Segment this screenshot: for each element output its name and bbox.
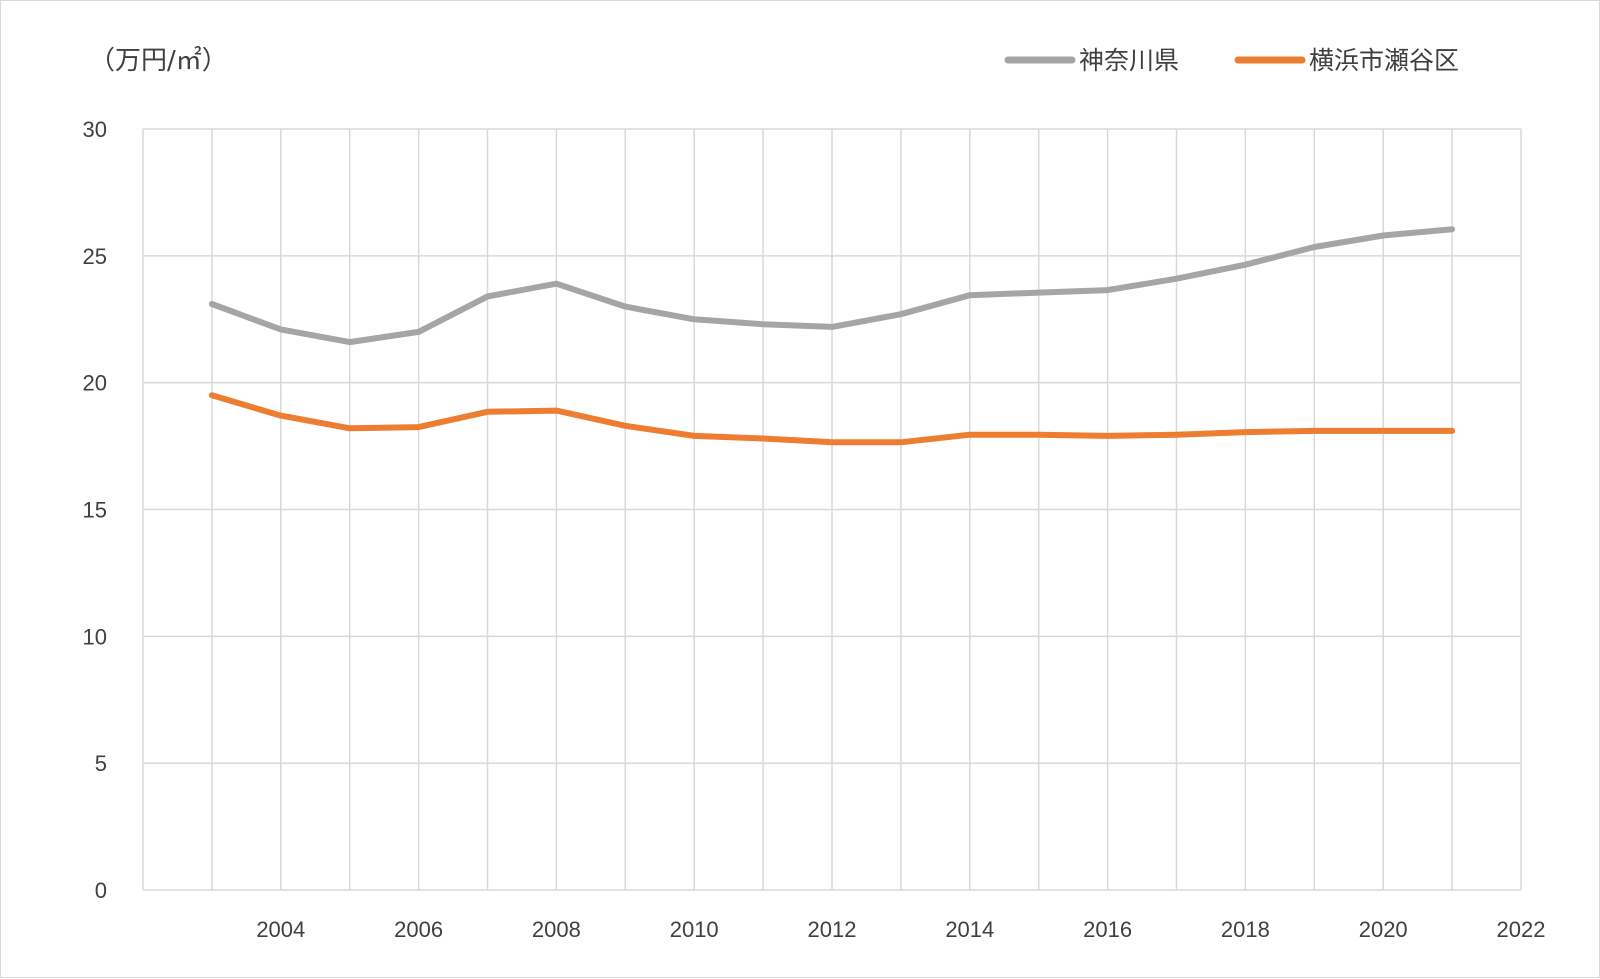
y-tick-label: 0	[95, 878, 107, 903]
y-tick-label: 30	[83, 117, 107, 142]
y-unit-label: （万円/㎡）	[89, 46, 228, 76]
y-tick-label: 15	[83, 498, 107, 523]
y-tick-label: 25	[83, 244, 107, 269]
legend-label-seya: 横浜市瀬谷区	[1309, 46, 1459, 75]
y-tick-label: 10	[83, 624, 107, 649]
y-axis-ticks: 0 5 10 15 20 25 30	[83, 117, 107, 903]
x-tick-label: 2018	[1221, 917, 1270, 942]
grid	[142, 128, 1522, 891]
x-axis-ticks: 2004 2006 2008 2010 2012 2014 2016 2018 2020 2022	[256, 917, 1545, 942]
x-tick-label: 2022	[1497, 917, 1546, 942]
x-tick-label: 2014	[945, 917, 994, 942]
series-line-1	[208, 392, 1456, 446]
x-tick-label: 2010	[670, 917, 719, 942]
x-tick-label: 2006	[394, 917, 443, 942]
y-tick-label: 20	[83, 371, 107, 396]
series-line-0	[208, 226, 1456, 346]
x-tick-label: 2020	[1359, 917, 1408, 942]
x-tick-label: 2004	[256, 917, 305, 942]
x-tick-label: 2016	[1083, 917, 1132, 942]
x-tick-label: 2008	[532, 917, 581, 942]
legend: 神奈川県 横浜市瀬谷区	[1004, 46, 1459, 75]
series-lines	[208, 226, 1456, 446]
y-tick-label: 5	[95, 751, 107, 776]
x-tick-label: 2012	[808, 917, 857, 942]
legend-label-kanagawa: 神奈川県	[1079, 46, 1179, 75]
